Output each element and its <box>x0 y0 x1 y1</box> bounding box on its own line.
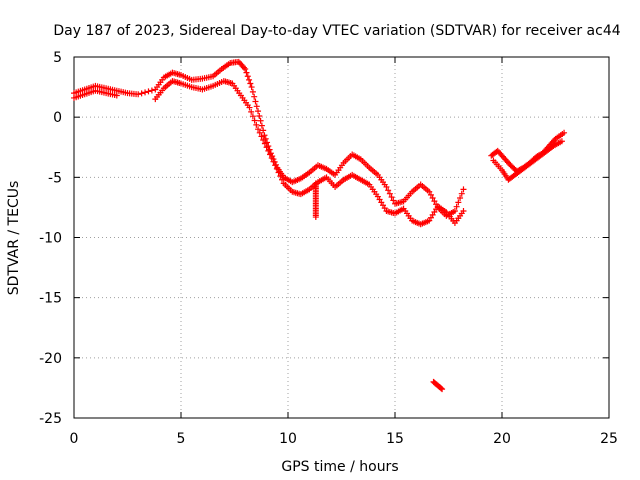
data-point-track-a <box>426 188 433 195</box>
data-point-track-a <box>148 87 155 94</box>
data-point-track-b <box>246 104 253 111</box>
data-point-track-a <box>261 132 268 139</box>
data-point-track-b <box>258 133 265 140</box>
data-point-track-a <box>249 88 256 95</box>
data-point-track-a <box>255 108 262 115</box>
data-point-track-b <box>273 165 280 172</box>
data-point-outlier-22 <box>438 385 445 392</box>
data-point-track-a <box>135 91 142 98</box>
data-point-track-b <box>279 176 286 183</box>
data-point-track-b <box>251 117 258 124</box>
data-point-track-b <box>113 92 120 99</box>
data-point-track-b <box>267 151 274 158</box>
data-point-track-b <box>270 158 277 165</box>
data-point-track-b <box>268 155 275 162</box>
data-point-track-a <box>242 66 249 73</box>
data-point-track-a <box>247 80 254 87</box>
x-tick-label: 15 <box>386 431 404 447</box>
data-point-track-a <box>251 93 258 100</box>
x-tick-label: 10 <box>279 431 297 447</box>
axis-ticks <box>73 56 610 419</box>
data-point-track-b <box>260 137 267 144</box>
data-point-track-b <box>265 147 272 154</box>
data-point-track-b <box>253 121 260 128</box>
data-point-track-b <box>261 140 268 147</box>
data-point-track-a <box>431 198 438 205</box>
x-tick-label: 5 <box>177 431 186 447</box>
data-point-track-a <box>243 69 250 76</box>
data-point-track-a <box>390 197 397 204</box>
data-point-track-a <box>258 122 265 129</box>
data-point-track-b <box>249 113 256 120</box>
data-point-track-a <box>253 103 260 110</box>
data-point-track-a <box>458 190 465 197</box>
data-point-track-a <box>457 195 464 202</box>
data-point-track-a <box>455 199 462 206</box>
data-point-track-a <box>138 90 145 97</box>
grid-lines <box>74 57 609 418</box>
data-point-track-a <box>427 191 434 198</box>
x-tick-labels: 0 5 10 15 20 25 <box>70 431 618 447</box>
data-point-track-a <box>252 98 259 105</box>
data-point-track-c <box>558 138 565 145</box>
data-point-track-b <box>272 162 279 169</box>
x-tick-label: 0 <box>70 431 79 447</box>
data-point-track-b <box>255 126 262 133</box>
x-tick-label: 20 <box>493 431 511 447</box>
data-point-track-b <box>460 208 467 215</box>
data-point-track-a <box>451 208 458 215</box>
y-axis-label: SDTVAR / TECUs <box>6 181 22 296</box>
y-tick-label: -25 <box>39 411 62 427</box>
y-tick-label: -20 <box>39 351 62 367</box>
y-tick-label: -15 <box>39 291 62 307</box>
y-tick-label: -5 <box>48 170 62 186</box>
chart-title: Day 187 of 2023, Sidereal Day-to-day VTE… <box>53 23 620 39</box>
y-tick-label: 5 <box>53 50 62 66</box>
data-point-track-a <box>429 195 436 202</box>
y-tick-labels: 5 0 -5 -10 -15 -20 -25 <box>39 50 62 427</box>
data-points <box>71 58 568 393</box>
x-tick-label: 25 <box>600 431 618 447</box>
y-tick-label: 0 <box>53 110 62 126</box>
data-point-track-a <box>145 88 152 95</box>
data-point-track-a <box>460 186 467 193</box>
data-point-track-b <box>277 173 284 180</box>
data-point-track-a <box>260 127 267 134</box>
data-point-track-c <box>561 129 568 136</box>
x-axis-label: GPS time / hours <box>281 459 398 475</box>
data-point-track-b <box>256 129 263 136</box>
data-point-track-b <box>248 108 255 115</box>
data-point-track-b <box>263 144 270 151</box>
data-point-track-a <box>257 117 264 124</box>
data-point-track-a <box>246 76 253 83</box>
data-point-track-a <box>386 190 393 197</box>
data-point-track-a <box>256 112 263 119</box>
data-point-track-a <box>385 187 392 194</box>
data-point-track-a <box>248 84 255 91</box>
data-point-track-a <box>383 183 390 190</box>
data-point-spike-11h <box>312 214 319 221</box>
data-point-track-a <box>142 89 149 96</box>
data-point-track-a <box>244 73 251 80</box>
data-point-track-a <box>453 203 460 210</box>
data-point-outlier-22 <box>439 386 446 393</box>
y-tick-label: -10 <box>39 231 62 247</box>
data-point-track-a <box>388 194 395 201</box>
data-point-track-b <box>275 169 282 176</box>
